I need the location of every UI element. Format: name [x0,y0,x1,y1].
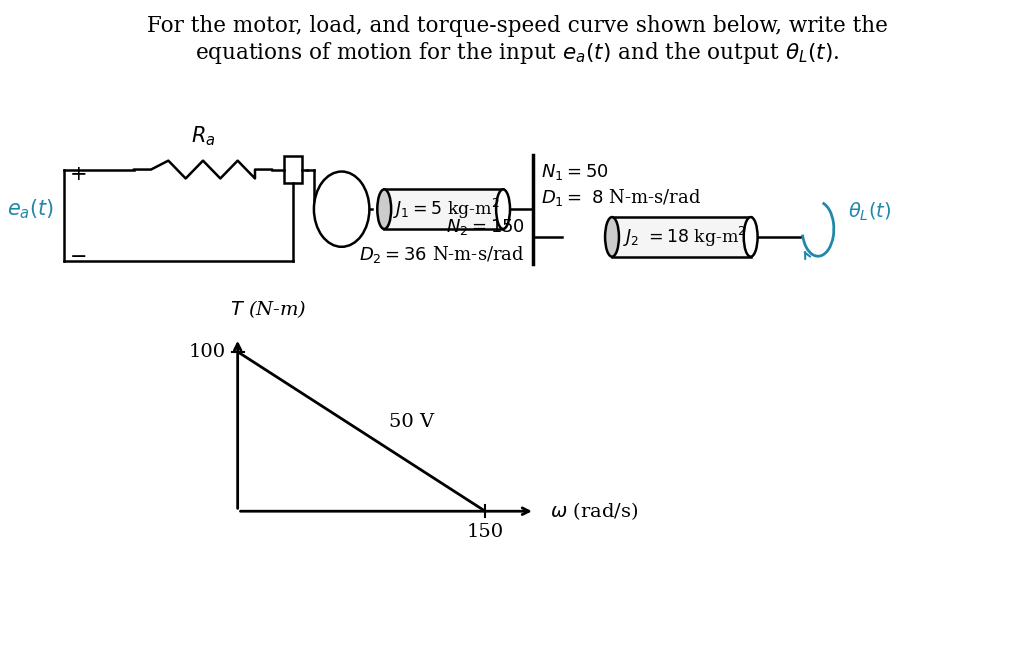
Text: $e_a(t)$: $e_a(t)$ [7,197,54,221]
Ellipse shape [497,190,510,229]
Text: $\omega$ (rad/s): $\omega$ (rad/s) [550,500,638,522]
Text: 150: 150 [467,523,504,541]
Text: 50 V: 50 V [389,413,434,430]
Text: $D_2 = 36$ N-m-s/rad: $D_2 = 36$ N-m-s/rad [359,244,525,265]
Text: 100: 100 [188,343,225,361]
Ellipse shape [377,190,391,229]
Text: $J_2\ = 18$ kg-m$^2$: $J_2\ = 18$ kg-m$^2$ [623,225,746,249]
Text: $R_a$: $R_a$ [190,124,215,148]
Text: $N_1 = 50$: $N_1 = 50$ [541,161,608,182]
Text: $\theta_L(t)$: $\theta_L(t)$ [848,201,891,223]
Ellipse shape [314,172,370,247]
Text: $N_2 = 150$: $N_2 = 150$ [445,217,525,237]
Bar [285,156,302,184]
Text: $J_1 = 5$ kg-m$^2$: $J_1 = 5$ kg-m$^2$ [393,197,500,221]
Text: +: + [70,165,87,184]
Text: $-$: $-$ [70,246,87,265]
Ellipse shape [605,217,618,257]
Ellipse shape [743,217,758,257]
Text: For the motor, load, and torque-speed curve shown below, write the: For the motor, load, and torque-speed cu… [146,15,888,37]
Text: $T$ (N-m): $T$ (N-m) [229,298,306,320]
Text: $D_1 =\ 8$ N-m-s/rad: $D_1 =\ 8$ N-m-s/rad [541,187,700,208]
Text: equations of motion for the input $e_a(t)$ and the output $\theta_L(t)$.: equations of motion for the input $e_a(t… [195,39,839,66]
Bar [384,190,503,229]
Bar [612,217,751,257]
